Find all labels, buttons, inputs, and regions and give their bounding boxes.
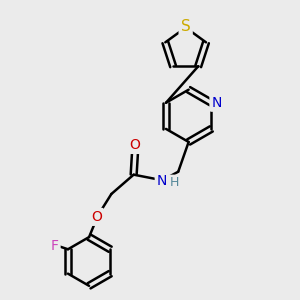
Text: N: N [212,96,222,110]
Text: S: S [181,19,190,34]
Text: N: N [157,174,167,188]
Text: H: H [170,176,179,190]
Text: F: F [51,239,58,253]
Text: O: O [91,210,102,224]
Text: O: O [130,138,141,152]
